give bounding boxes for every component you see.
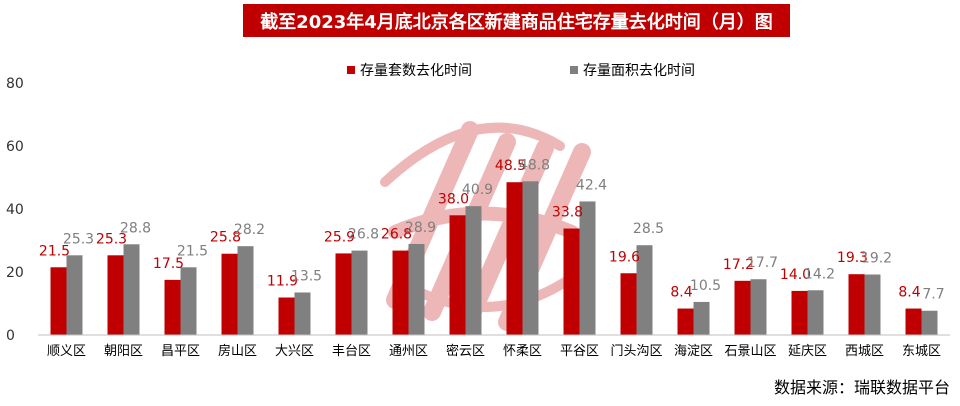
x-tick-label: 丰台区 — [332, 344, 371, 359]
data-label-series-1: 8.4 — [898, 285, 920, 301]
bar-series-1 — [278, 297, 295, 335]
data-label-series-2: 21.5 — [177, 243, 208, 259]
bars — [50, 181, 938, 335]
bar-series-2 — [579, 201, 596, 335]
bar-series-2 — [921, 310, 938, 335]
data-label-series-2: 25.3 — [63, 231, 94, 247]
bar-series-2 — [465, 206, 482, 335]
bar-series-1 — [392, 250, 409, 335]
y-tick-label: 0 — [6, 328, 15, 344]
bar-series-2 — [123, 244, 140, 335]
y-tick-label: 80 — [6, 76, 24, 92]
x-tick-label: 昌平区 — [161, 344, 200, 359]
bar-series-1 — [905, 308, 922, 335]
bar-series-1 — [506, 182, 523, 335]
bar-series-2 — [636, 245, 653, 335]
data-label-series-2: 28.9 — [405, 220, 436, 236]
data-label-series-2: 7.7 — [922, 287, 944, 303]
data-label-series-1: 48.5 — [495, 158, 526, 174]
data-label-series-1: 25.3 — [96, 231, 127, 247]
x-tick-label: 延庆区 — [788, 344, 827, 359]
data-label-series-2: 48.8 — [519, 157, 550, 173]
data-label-series-1: 17.5 — [153, 256, 184, 272]
bar-series-1 — [335, 253, 352, 335]
value-labels: 21.525.3 25.328.817.521.525.828.211.913.5… — [39, 157, 945, 302]
x-tick-label: 怀柔区 — [503, 344, 542, 359]
bar-series-2 — [408, 243, 425, 335]
legend-swatch-series-1 — [347, 66, 355, 74]
x-tick-label: 海淀区 — [674, 344, 713, 359]
bar-series-1 — [848, 274, 865, 335]
data-label-series-1: 33.8 — [552, 205, 583, 221]
bar-series-1 — [734, 280, 751, 335]
x-tick-label: 门头沟区 — [610, 344, 662, 359]
bar-series-1 — [221, 253, 238, 335]
bar-series-2 — [237, 246, 254, 335]
y-tick-label: 40 — [6, 202, 24, 218]
x-axis: 顺义区 朝阳区 昌平区 房山区 大兴区 丰台区 通州区 密云区 怀柔区 平谷区 门头沟区 海淀区 石景山… — [38, 334, 950, 359]
data-label-series-1: 17.2 — [723, 257, 754, 273]
data-label-series-1: 19.6 — [609, 249, 640, 265]
legend-swatch-series-2 — [570, 66, 578, 74]
y-tick-label: 20 — [6, 265, 24, 281]
bar-series-2 — [693, 301, 710, 335]
bar-series-1 — [50, 267, 67, 335]
bar-series-2 — [294, 292, 311, 335]
data-label-series-1: 25.8 — [210, 230, 241, 246]
bar-series-1 — [164, 279, 181, 335]
data-label-series-2: 19.2 — [861, 251, 892, 267]
source-note: 数据来源：瑞联数据平台 — [773, 378, 950, 397]
x-tick-label: 东城区 — [902, 344, 941, 359]
x-tick-label: 大兴区 — [275, 344, 314, 359]
data-label-series-2: 42.4 — [576, 177, 607, 193]
bar-series-1 — [620, 273, 637, 335]
bar-series-2 — [66, 255, 83, 335]
legend-label-series-1: 存量套数去化时间 — [360, 63, 472, 79]
data-label-series-1: 19.3 — [837, 250, 868, 266]
x-tick-label: 平谷区 — [560, 344, 599, 359]
y-axis: 0 20 40 60 80 — [6, 76, 24, 344]
x-tick-label: 通州区 — [389, 344, 428, 359]
legend-label-series-2: 存量面积去化时间 — [583, 63, 695, 79]
data-label-series-2: 28.2 — [234, 222, 265, 238]
bar-series-1 — [563, 228, 580, 335]
x-tick-label: 顺义区 — [47, 344, 86, 359]
data-label-series-1: 8.4 — [670, 285, 692, 301]
data-label-series-2: 28.5 — [633, 221, 664, 237]
bar-series-2 — [750, 279, 767, 335]
bar-series-1 — [107, 255, 124, 335]
y-tick-label: 60 — [6, 139, 24, 155]
data-label-series-1: 14.0 — [780, 267, 811, 283]
data-label-series-1: 21.5 — [39, 243, 70, 259]
x-tick-label: 朝阳区 — [104, 344, 143, 359]
x-tick-label: 西城区 — [845, 344, 884, 359]
bar-series-2 — [864, 274, 881, 335]
data-label-series-1: 38.0 — [438, 191, 469, 207]
bar-series-1 — [791, 290, 808, 335]
data-label-series-1: 26.8 — [381, 227, 412, 243]
bar-series-2 — [807, 290, 824, 335]
data-label-series-2: 13.5 — [291, 268, 322, 284]
x-tick-label: 房山区 — [218, 343, 257, 359]
legend: 存量套数去化时间 存量面积去化时间 — [347, 63, 695, 79]
data-label-series-2: 40.9 — [462, 182, 493, 198]
bar-series-1 — [677, 308, 694, 335]
bar-series-1 — [449, 215, 466, 335]
data-label-series-2: 14.2 — [804, 266, 835, 282]
x-tick-label: 密云区 — [446, 343, 485, 359]
data-label-series-1: 25.9 — [324, 229, 355, 245]
data-label-series-2: 10.5 — [690, 278, 721, 294]
bar-series-2 — [351, 250, 368, 335]
bar-series-2 — [522, 181, 539, 335]
data-label-series-2: 17.7 — [747, 255, 778, 271]
data-label-series-2: 26.8 — [348, 227, 379, 243]
data-label-series-2: 28.8 — [120, 220, 151, 236]
bar-series-2 — [180, 267, 197, 335]
x-tick-label: 石景山区 — [724, 344, 776, 359]
chart-title: 截至2023年4月底北京各区新建商品住宅存量去化时间（月）图 — [243, 4, 790, 37]
data-label-series-1: 11.9 — [267, 274, 298, 290]
